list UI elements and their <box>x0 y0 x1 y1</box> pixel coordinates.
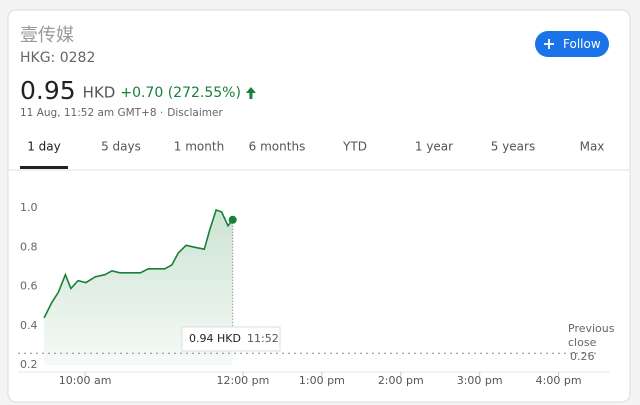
x-tick-label: 1:00 pm <box>299 374 345 387</box>
range-tab[interactable]: 6 months <box>249 140 306 154</box>
follow-button-bg[interactable] <box>535 31 609 57</box>
current-point <box>228 215 237 224</box>
ticker: HKG: 0282 <box>20 50 95 66</box>
previous-close-value: 0.26 <box>570 350 595 363</box>
x-tick-label: 3:00 pm <box>457 374 503 387</box>
price-area <box>44 210 233 365</box>
x-tick-label: 4:00 pm <box>536 374 582 387</box>
follow-label[interactable]: Follow <box>563 37 601 51</box>
plus-icon <box>544 39 554 49</box>
price-line <box>43 208 234 319</box>
y-tick-label: 0.6 <box>20 280 38 293</box>
previous-close-label: Previous <box>568 322 615 335</box>
range-tab[interactable]: 5 years <box>491 140 535 154</box>
range-tab[interactable]: 1 year <box>415 140 453 154</box>
previous-close-label: close <box>568 336 597 349</box>
stock-name: 壹传媒 <box>20 25 74 46</box>
y-tick-label: 1.0 <box>20 201 38 214</box>
up-arrow <box>245 87 256 99</box>
currency: HKD <box>83 84 116 102</box>
range-tab[interactable]: 1 month <box>174 140 224 154</box>
tooltip-box <box>181 326 281 352</box>
tooltip-time: 11:52 <box>247 332 279 345</box>
active-tab-underline <box>20 166 68 169</box>
range-tab[interactable]: 5 days <box>101 140 141 154</box>
y-tick-label: 0.8 <box>20 240 38 253</box>
range-tab[interactable]: 1 day <box>27 140 61 154</box>
range-tab[interactable]: YTD <box>342 140 367 154</box>
price: 0.95 <box>20 76 76 105</box>
price-chart: 0.2 0.4 0.6 0.8 1.0 10:00 am 12:00 pm 1:00 pm 2:… <box>18 201 615 387</box>
tooltip-price: 0.94 HKD <box>189 332 241 345</box>
timestamp: 11 Aug, 11:52 am GMT+8 · <box>20 107 163 119</box>
x-tick-label: 12:00 pm <box>216 374 269 387</box>
price-change: +0.70 (272.55%) <box>120 85 241 101</box>
y-tick-label: 0.2 <box>20 358 38 371</box>
y-tick-label: 0.4 <box>20 319 38 332</box>
disclaimer-link[interactable]: Disclaimer <box>167 107 223 119</box>
range-tabs: 1 day 5 days 1 month 6 months YTD 1 year 5 yea… <box>27 140 604 154</box>
x-tick-label: 2:00 pm <box>378 374 424 387</box>
follow-button[interactable]: Follow <box>535 31 609 57</box>
x-tick-label: 10:00 am <box>59 374 112 387</box>
range-tab[interactable]: Max <box>580 140 605 154</box>
